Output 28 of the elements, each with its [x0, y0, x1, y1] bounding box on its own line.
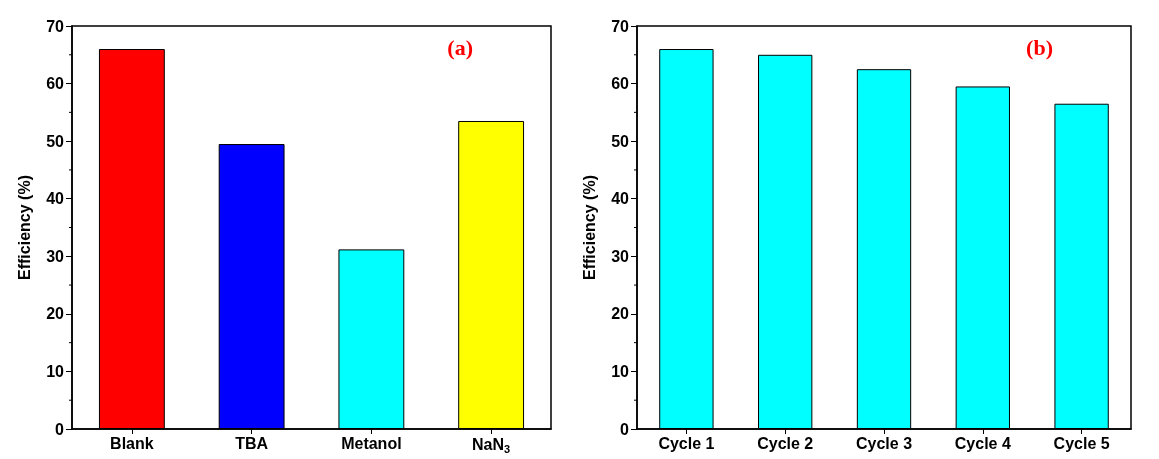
y-axis-title: Efficiency (%) [15, 175, 33, 280]
y-tick-label: 60 [46, 75, 65, 93]
y-tick-label: 30 [611, 247, 630, 265]
y-tick-label: 0 [620, 420, 630, 438]
y-tick-label: 40 [611, 190, 630, 208]
x-tick-label: Metanol [341, 434, 402, 452]
y-tick-label: 70 [46, 17, 65, 35]
y-tick-label: 10 [46, 362, 65, 380]
y-tick-label: 50 [46, 132, 65, 150]
x-tick-label: Cycle 2 [757, 434, 814, 452]
y-tick-label: 60 [611, 75, 630, 93]
x-tick-label: Cycle 3 [855, 434, 913, 452]
y-tick-label: 20 [611, 305, 630, 323]
y-tick-label: 10 [611, 362, 630, 380]
y-tick-label: 40 [46, 190, 65, 208]
y-axis-title: Efficiency (%) [580, 175, 598, 280]
y-tick-label: 20 [46, 305, 65, 323]
y-tick-label: 0 [55, 420, 65, 438]
y-tick-label: 70 [611, 17, 630, 35]
x-tick-label: Blank [110, 434, 154, 452]
annotation: (b) [1026, 34, 1053, 60]
annotation: (a) [447, 34, 473, 60]
x-tick-label: Cycle 1 [658, 434, 715, 452]
x-tick-label: Cycle 4 [954, 434, 1011, 452]
y-tick-label: 50 [611, 132, 630, 150]
y-tick-label: 30 [46, 247, 65, 265]
x-tick-label: Cycle 5 [1053, 434, 1110, 452]
x-tick-label: TBA [235, 434, 269, 452]
